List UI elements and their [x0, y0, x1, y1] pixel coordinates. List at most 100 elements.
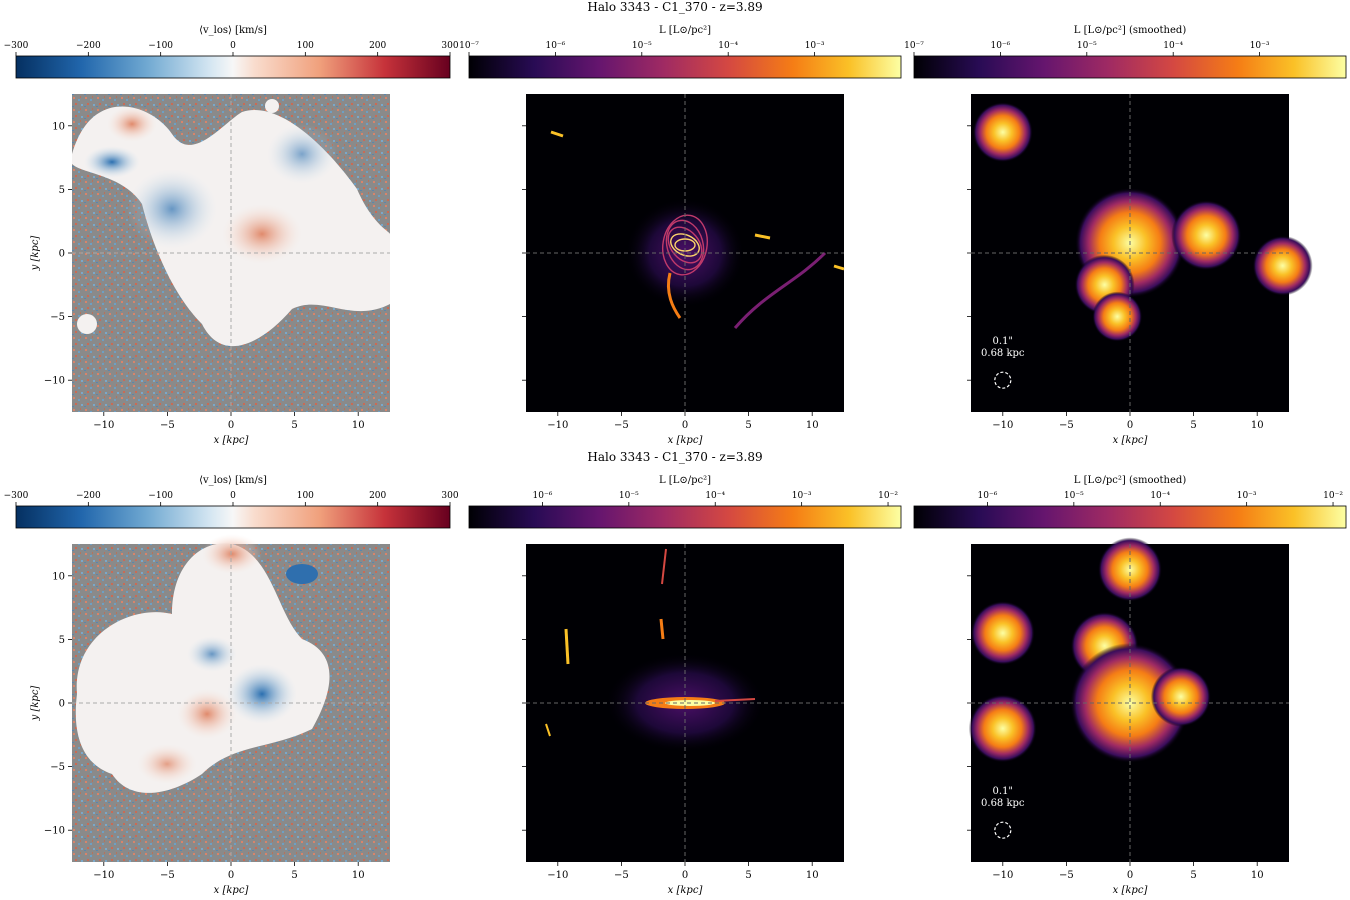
panel-smoothed: L [L⊙/pc²] (smoothed) 10⁻⁶ 10⁻⁵ 10⁻⁴ 10⁻³ 10⁻… — [913, 475, 1347, 896]
beam-label: 0.1" — [993, 786, 1014, 797]
tidal-stream — [714, 698, 756, 702]
x-axis-label: x [kpc] — [214, 885, 249, 896]
panel-luminosity: L [L⊙/pc²] 10⁻⁶ 10⁻⁵ 10⁻⁴ 10⁻³ 10⁻² −10 −5 0 5 10 x… — [468, 475, 902, 896]
x-tick-label: −10 — [93, 870, 114, 881]
smoothed-blob — [970, 601, 1035, 666]
x-tick-label: −5 — [160, 870, 175, 881]
colorbar-label: ⟨v_los⟩ [km/s] — [199, 25, 267, 36]
panel-luminosity: L [L⊙/pc²] 10⁻⁷ 10⁻⁶ 10⁻⁵ 10⁻⁴ 10⁻³ −10 −5 0 5 10 x… — [459, 25, 902, 446]
velocity-receding — [177, 689, 237, 739]
velocity-field — [265, 99, 279, 113]
y-tick-label: 0 — [59, 249, 65, 260]
y-tick-label: 5 — [59, 185, 65, 196]
colorbar-tick-label: 200 — [369, 41, 386, 51]
x-axis-label: x [kpc] — [214, 435, 249, 446]
figure-row-0: Halo 3343 - C1_370 - z=3.89 ⟨v_los⟩ [km/s… — [4, 0, 1347, 446]
clump — [545, 723, 551, 737]
beam-label: 0.1" — [993, 336, 1014, 347]
colorbar-tick-label: −100 — [148, 491, 173, 501]
tidal-stream — [666, 272, 682, 319]
spiral-arm — [662, 214, 708, 276]
clump — [754, 233, 771, 240]
x-tick-label: −10 — [992, 420, 1013, 431]
y-tick-label: 5 — [59, 635, 65, 646]
clump — [550, 130, 564, 138]
colorbar-tick-label: 10⁻⁴ — [718, 41, 738, 51]
x-tick-label: 0 — [1127, 870, 1133, 881]
colorbar-tick-label: 300 — [441, 491, 458, 501]
velocity-approaching — [286, 564, 318, 584]
x-tick-label: −10 — [992, 870, 1013, 881]
x-tick-label: 5 — [1190, 870, 1196, 881]
y-tick-label: −5 — [50, 762, 65, 773]
smoothed-blob — [968, 694, 1037, 763]
colorbar-label: L [L⊙/pc²] — [659, 475, 711, 486]
colorbar — [468, 505, 902, 529]
colorbar-tick-label: −200 — [76, 41, 101, 51]
x-tick-label: −5 — [1059, 420, 1074, 431]
beam-label: 0.68 kpc — [981, 348, 1025, 359]
spiral-arm — [665, 219, 705, 271]
colorbar-tick-label: 200 — [369, 491, 386, 501]
colorbar-tick-label: 10⁻⁴ — [705, 491, 725, 501]
colorbar-label: L [L⊙/pc²] (smoothed) — [1074, 25, 1187, 36]
colorbar-tick-label: 100 — [297, 491, 314, 501]
figure-title: Halo 3343 - C1_370 - z=3.89 — [587, 0, 762, 14]
colorbar-tick-label: 10⁻⁵ — [1077, 41, 1097, 51]
smoothed-blob — [1070, 643, 1190, 763]
colorbar-tick-label: 10⁻⁴ — [1150, 491, 1170, 501]
x-tick-label: 0 — [228, 870, 234, 881]
spiral-arm — [667, 226, 703, 264]
y-axis-label: y [kpc] — [30, 236, 41, 272]
x-tick-label: −5 — [614, 420, 629, 431]
colorbar-label: ⟨v_los⟩ [km/s] — [199, 475, 267, 486]
colorbar-tick-label: 10⁻⁴ — [1163, 41, 1183, 51]
colorbar-label: L [L⊙/pc²] — [659, 25, 711, 36]
y-tick-label: 0 — [59, 699, 65, 710]
x-tick-label: −10 — [547, 420, 568, 431]
colorbar-tick-label: 10⁻³ — [1237, 491, 1257, 501]
image-smoothed: 0.1"0.68 kpc — [968, 537, 1289, 862]
velocity-receding — [137, 744, 197, 784]
x-tick-label: 0 — [682, 420, 688, 431]
smoothed-blob — [972, 102, 1033, 163]
x-tick-label: 5 — [745, 420, 751, 431]
x-axis-label: x [kpc] — [1113, 885, 1148, 896]
x-tick-label: 5 — [291, 420, 297, 431]
image-velocity — [72, 94, 390, 412]
x-tick-label: 0 — [682, 870, 688, 881]
x-tick-label: 10 — [352, 870, 365, 881]
y-tick-label: 10 — [52, 571, 65, 582]
y-tick-label: −10 — [44, 376, 65, 387]
colorbar-tick-label: 10⁻⁷ — [904, 41, 924, 51]
beam-circle — [994, 821, 1012, 839]
x-tick-label: 10 — [806, 870, 819, 881]
colorbar-tick-label: 10⁻² — [878, 491, 898, 501]
colorbar — [15, 55, 451, 79]
smoothed-blob — [1150, 666, 1211, 727]
colorbar-tick-label: 10⁻⁶ — [545, 41, 565, 51]
y-tick-label: −5 — [50, 312, 65, 323]
colorbar — [913, 55, 1347, 79]
colorbar-tick-label: 0 — [230, 41, 236, 51]
x-tick-label: −10 — [93, 420, 114, 431]
colorbar-tick-label: 10⁻⁵ — [1064, 491, 1084, 501]
x-axis-label: x [kpc] — [668, 435, 703, 446]
velocity-approaching — [127, 169, 217, 249]
colorbar-tick-label: −200 — [76, 491, 101, 501]
panel-velocity: ⟨v_los⟩ [km/s]−300 −200 −100 0 100 200 300−10−… — [4, 475, 459, 896]
spiral-arm — [670, 233, 700, 257]
colorbar-tick-label: 10⁻³ — [1250, 41, 1270, 51]
x-tick-label: 5 — [1190, 420, 1196, 431]
colorbar-tick-label: 10⁻⁶ — [533, 491, 553, 501]
x-tick-label: −5 — [614, 870, 629, 881]
x-axis-label: x [kpc] — [1113, 435, 1148, 446]
x-tick-label: 0 — [1127, 420, 1133, 431]
colorbar — [15, 505, 451, 529]
clump — [564, 628, 570, 665]
smoothed-blob — [1171, 200, 1242, 271]
image-luminosity — [526, 94, 845, 412]
clump — [659, 618, 665, 640]
colorbar-tick-label: 10⁻³ — [792, 491, 812, 501]
